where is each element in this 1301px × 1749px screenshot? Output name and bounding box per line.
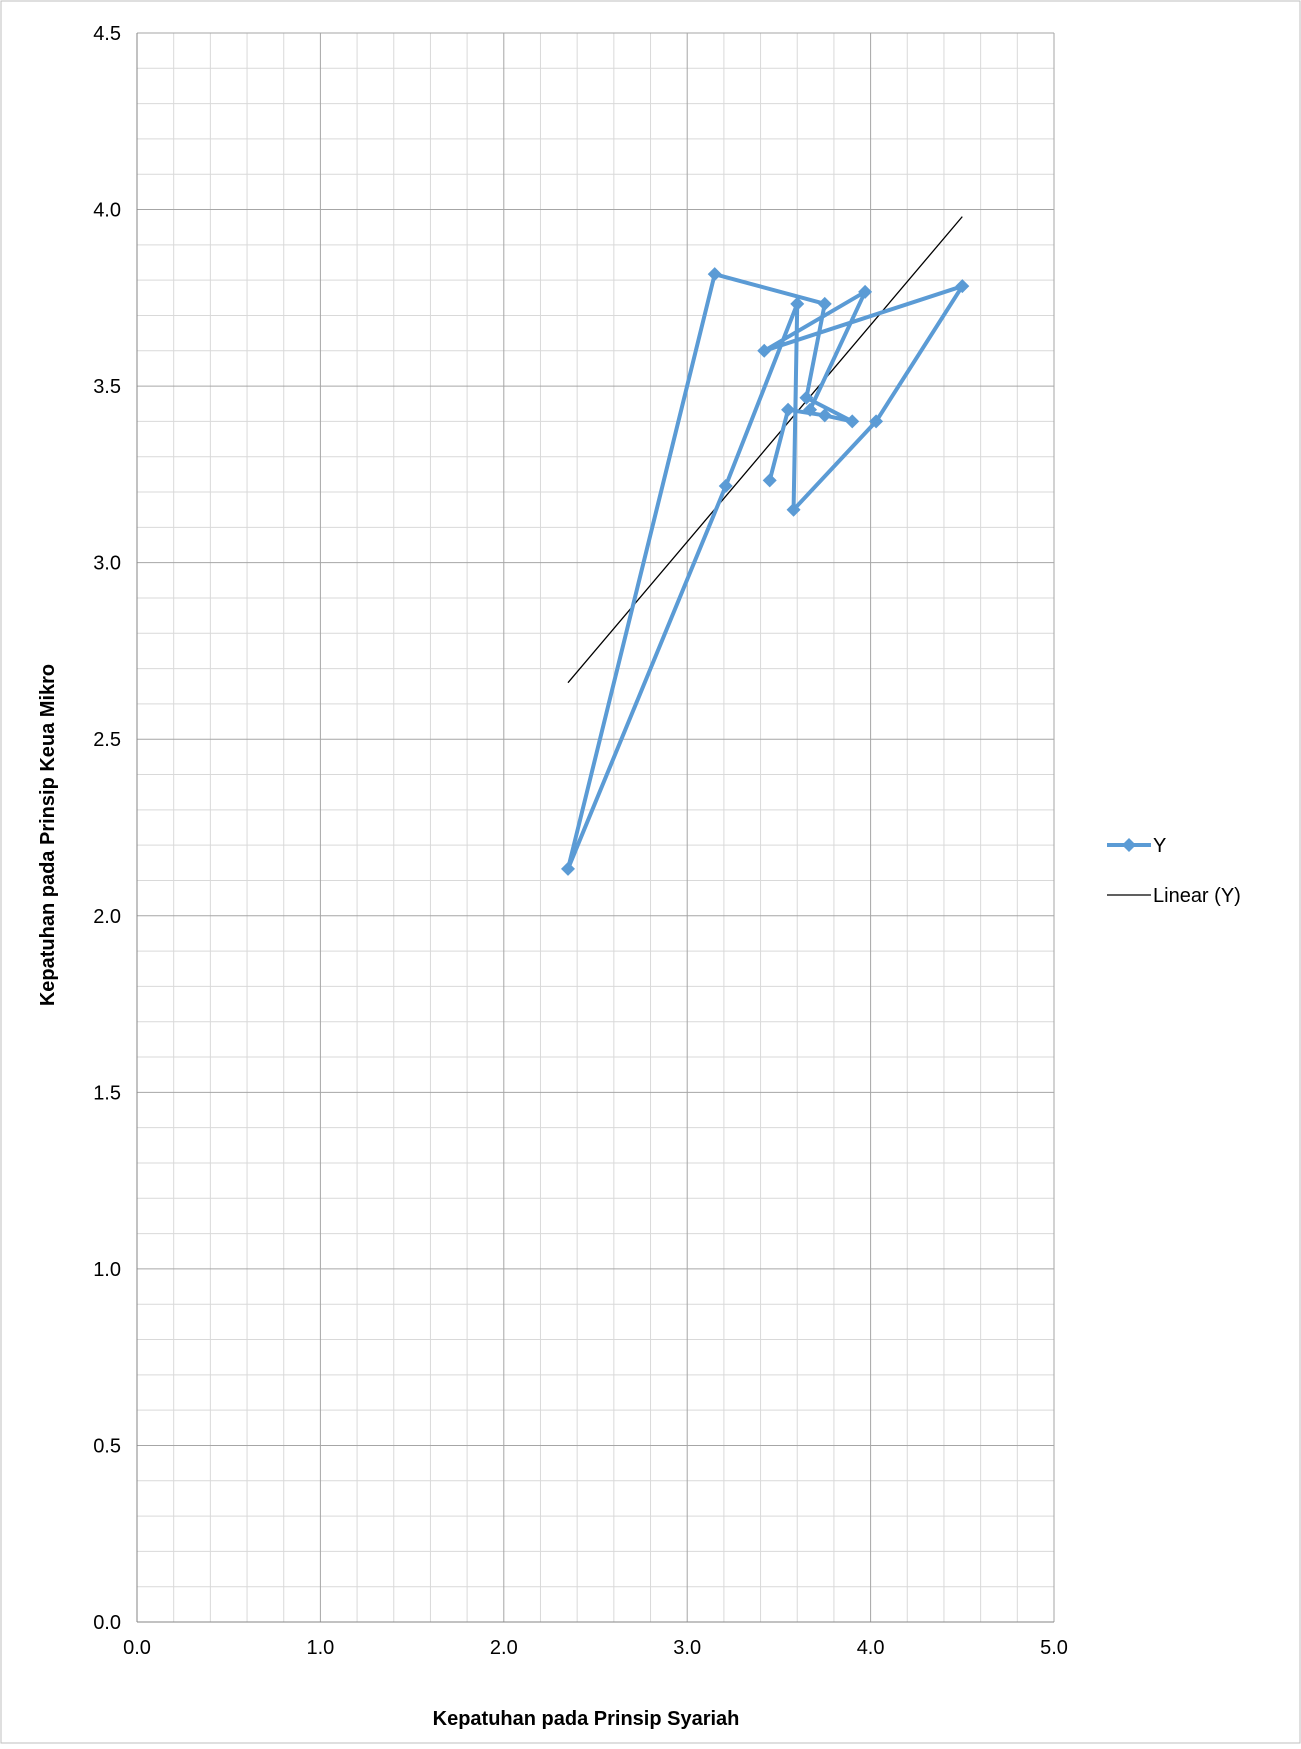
tick-labels: 0.0 1.0 2.0 3.0 4.0 5.0 0.0 0.5 1.0 1.5 2.0 2.5 3.0 3… bbox=[93, 23, 1068, 1659]
y-tick-label: 1.5 bbox=[93, 1082, 121, 1104]
data-point-marker bbox=[707, 267, 722, 282]
data-point-marker bbox=[803, 402, 818, 417]
data-point-marker bbox=[560, 861, 575, 876]
data-point-marker bbox=[955, 279, 970, 294]
legend-label-y: Y bbox=[1153, 835, 1166, 857]
data-point-marker bbox=[786, 502, 801, 517]
x-axis-title: Kepatuhan pada Prinsip Syariah bbox=[433, 1708, 740, 1730]
data-point-marker bbox=[858, 284, 873, 299]
y-tick-label: 4.5 bbox=[93, 23, 121, 45]
data-point-marker bbox=[718, 479, 733, 494]
data-point-marker bbox=[762, 473, 777, 488]
series-layer bbox=[560, 267, 970, 876]
legend-marker-y bbox=[1122, 838, 1136, 852]
data-point-marker bbox=[817, 408, 832, 423]
y-tick-label: 1.0 bbox=[93, 1259, 121, 1281]
y-tick-label: 3.5 bbox=[93, 376, 121, 398]
data-point-marker bbox=[790, 296, 805, 311]
axes bbox=[136, 33, 1054, 1623]
x-tick-label: 5.0 bbox=[1040, 1637, 1068, 1659]
x-tick-label: 4.0 bbox=[857, 1637, 885, 1659]
x-tick-label: 1.0 bbox=[306, 1637, 334, 1659]
x-tick-label: 2.0 bbox=[490, 1637, 518, 1659]
y-tick-label: 3.0 bbox=[93, 553, 121, 575]
x-tick-label: 3.0 bbox=[673, 1637, 701, 1659]
data-point-marker bbox=[817, 296, 832, 311]
y-tick-label: 2.0 bbox=[93, 906, 121, 928]
y-axis-title: Kepatuhan pada Prinsip Keua Mikro bbox=[37, 664, 59, 1006]
y-tick-label: 4.0 bbox=[93, 200, 121, 222]
y-tick-label: 0.5 bbox=[93, 1435, 121, 1457]
legend-label-linear: Linear (Y) bbox=[1153, 885, 1241, 907]
y-tick-label: 0.0 bbox=[93, 1612, 121, 1634]
x-tick-label: 0.0 bbox=[123, 1637, 151, 1659]
data-point-marker bbox=[845, 414, 860, 429]
data-point-marker bbox=[799, 390, 814, 405]
legend: Y Linear (Y) bbox=[1107, 835, 1241, 907]
data-point-marker bbox=[869, 414, 884, 429]
y-tick-label: 2.5 bbox=[93, 729, 121, 751]
data-point-marker bbox=[781, 402, 796, 417]
data-point-marker bbox=[757, 343, 772, 358]
series-line bbox=[565, 272, 965, 871]
